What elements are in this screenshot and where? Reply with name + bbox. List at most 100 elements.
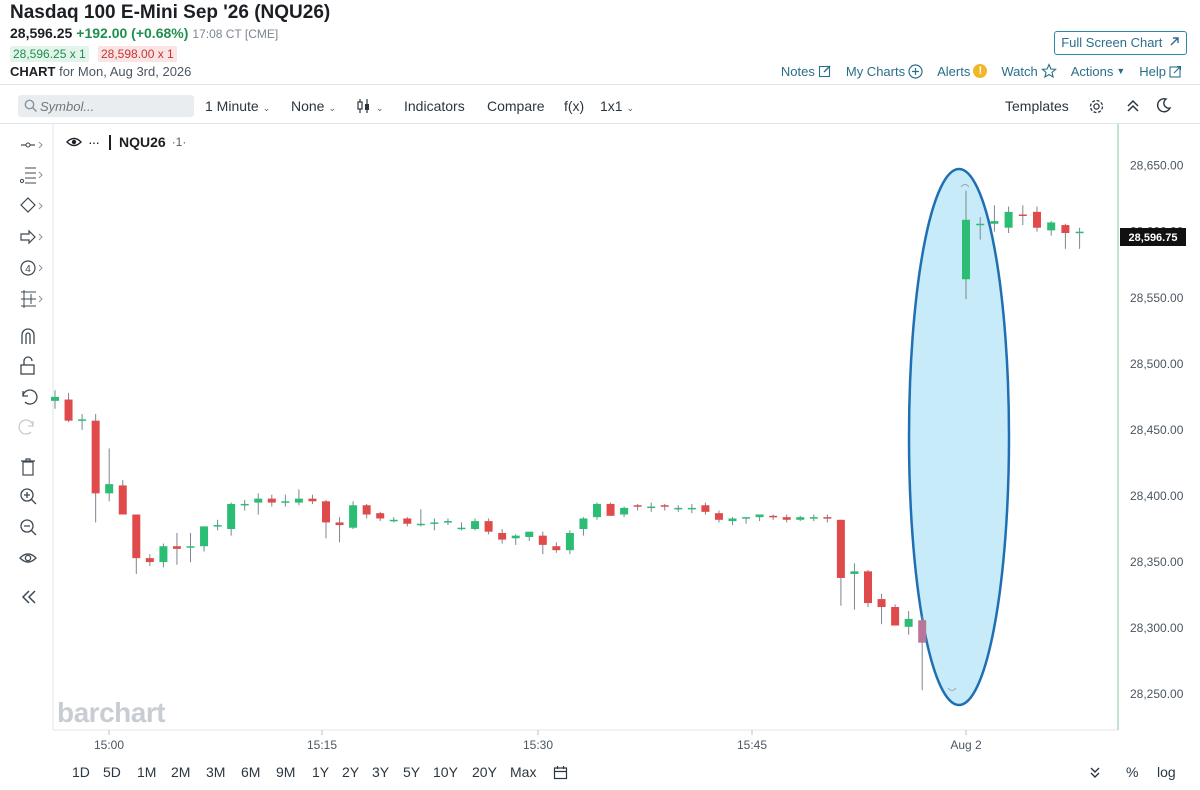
candle-body [389,519,398,522]
candle-body [687,507,696,510]
arrow-tool-icon[interactable] [18,226,44,248]
eye-icon[interactable] [66,136,82,148]
full-screen-chart-button[interactable]: Full Screen Chart [1054,31,1187,55]
candle [430,518,439,531]
layout-value: 1x1 [600,98,623,114]
candle [389,517,398,523]
my-charts-label: My Charts [845,63,906,79]
redo-icon[interactable] [18,416,44,438]
candle-body [308,498,317,502]
range-button-1d[interactable]: 1D [72,764,90,780]
eye-icon[interactable] [18,547,44,569]
overlay-select[interactable]: None ⌄ [291,98,336,114]
candle [864,570,872,608]
candle [962,190,970,300]
layout-select[interactable]: 1x1 ⌄ [600,98,634,114]
range-button-2y[interactable]: 2Y [342,764,360,780]
candle [782,514,791,523]
candle [511,534,520,545]
zoom-out-icon[interactable] [18,517,44,539]
trash-icon[interactable] [18,456,44,478]
calendar-icon[interactable] [553,765,568,780]
range-button-1y[interactable]: 1Y [312,764,330,780]
x-axis-ticks: 15:00 15:15 15:30 15:45 Aug 2 [94,730,982,752]
alerts-link[interactable]: Alerts ! [937,64,988,79]
percent-toggle[interactable]: % [1126,764,1139,780]
range-button-10y[interactable]: 10Y [433,764,458,780]
range-button-2m[interactable]: 2M [171,764,191,780]
range-button-3y[interactable]: 3Y [372,764,390,780]
fx-button[interactable]: f(x) [564,98,585,114]
candle-body [349,505,358,528]
templates-button[interactable]: Templates [1005,98,1069,114]
notes-link[interactable]: Notes [781,64,832,79]
chevron-double-down-icon[interactable] [1089,766,1101,779]
candle [769,514,778,520]
chart-type-select[interactable]: ⌄ [356,98,384,114]
collapse-left-icon[interactable] [18,586,44,608]
candle [904,610,913,635]
candle-body [918,620,927,643]
shape-tool-icon[interactable] [18,195,44,217]
candle [647,502,656,512]
candle-body [416,523,425,526]
candle [742,517,751,524]
actions-menu[interactable]: Actions ▼ [1071,64,1126,79]
candle [633,503,642,511]
range-button-max[interactable]: Max [510,764,537,780]
line-tool-icon[interactable] [18,134,44,156]
symbol-search-input[interactable] [18,95,194,117]
candle-body [91,420,100,494]
collapse-up-icon[interactable] [1125,98,1141,114]
unlock-icon[interactable] [18,355,44,377]
more-dots-icon[interactable]: ··· [88,134,100,150]
range-button-5d[interactable]: 5D [103,764,121,780]
candle-body [836,519,845,578]
bid-badge: 28,596.25 x 1 [10,46,89,62]
gear-icon[interactable] [1088,98,1105,115]
candle-body [877,599,886,608]
magnet-icon[interactable] [18,325,44,347]
candle [64,392,73,422]
watch-link[interactable]: Watch [1001,63,1057,79]
fib-tool-icon[interactable] [18,164,44,186]
count-tool-icon[interactable]: 4 [18,257,44,279]
moon-icon[interactable] [1155,97,1172,114]
candle-body [565,533,574,551]
chevron-down-icon: ⌄ [262,103,271,113]
y-tick-label: 28,500.00 [1130,357,1184,371]
candle [552,542,561,553]
candle [1018,205,1027,226]
range-button-3m[interactable]: 3M [206,764,226,780]
candle [145,554,154,567]
range-button-1m[interactable]: 1M [137,764,157,780]
log-toggle[interactable]: log [1157,764,1176,780]
page-title: Nasdaq 100 E-Mini Sep '26 (NQU26) [10,2,331,23]
range-button-6m[interactable]: 6M [241,764,261,780]
y-tick-label: 28,450.00 [1130,423,1184,437]
candle [809,514,818,522]
candle [349,501,358,530]
candle [51,390,59,409]
candle-body [471,521,480,530]
measure-tool-icon[interactable] [18,288,44,310]
candle [976,217,985,240]
interval-select[interactable]: 1 Minute ⌄ [205,98,270,114]
legend-period: ·1· [171,135,187,149]
range-button-5y[interactable]: 5Y [403,764,421,780]
candle [498,529,507,544]
y-tick-label: 28,300.00 [1130,621,1184,635]
compare-button[interactable]: Compare [487,98,545,114]
range-button-9m[interactable]: 9M [276,764,296,780]
my-charts-link[interactable]: My Charts [846,64,923,79]
candles [51,190,1084,691]
range-button-20y[interactable]: 20Y [472,764,497,780]
candle-body [904,618,913,627]
candle [755,514,764,522]
watch-label: Watch [1001,63,1038,79]
help-link[interactable]: Help [1139,64,1182,79]
zoom-in-icon[interactable] [18,486,44,508]
undo-icon[interactable] [18,386,44,408]
price-chart[interactable]: 28,650.0028,600.0028,550.0028,500.0028,4… [0,124,1200,760]
indicators-button[interactable]: Indicators [404,98,465,114]
